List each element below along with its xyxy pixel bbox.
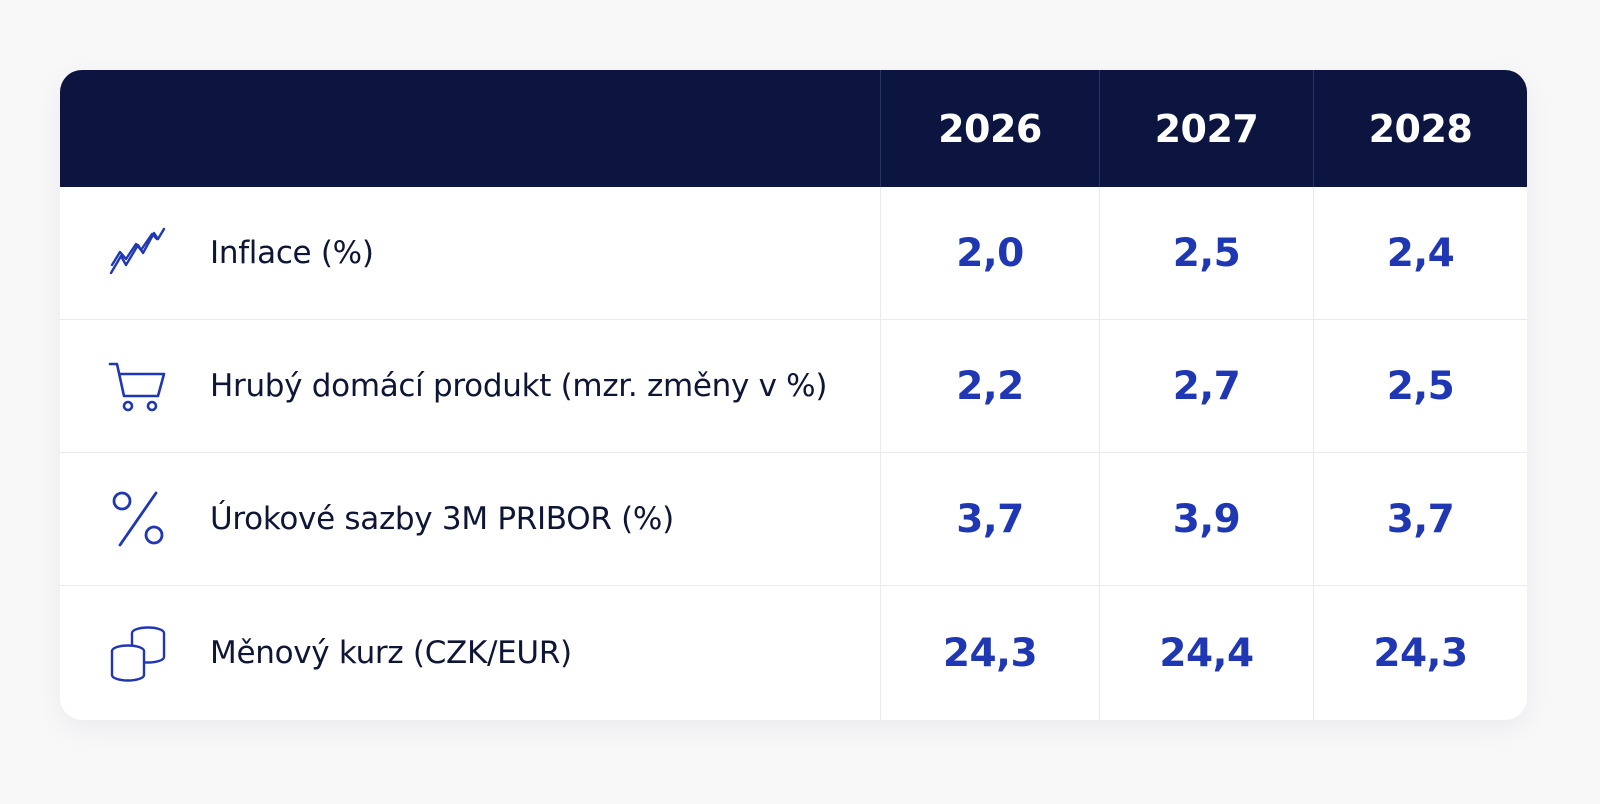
forecast-grid: 2026 2027 2028 Inflace (%) 2,0 2,5 2,4 [60, 70, 1527, 720]
trend-line-icon [108, 223, 168, 283]
header-year-2028: 2028 [1313, 70, 1527, 187]
row-label-exchange-rate: Měnový kurz (CZK/EUR) [60, 586, 880, 720]
row-label-interest-rates: Úrokové sazby 3M PRIBOR (%) [60, 453, 880, 586]
label-interest-rates: Úrokové sazby 3M PRIBOR (%) [210, 501, 674, 537]
value-exchange-2027: 24,4 [1099, 586, 1313, 720]
label-inflation: Inflace (%) [210, 235, 374, 271]
coins-stack-icon [108, 623, 168, 683]
value-inflation-2026: 2,0 [880, 187, 1099, 320]
value-gdp-2026: 2,2 [880, 320, 1099, 453]
header-corner [60, 70, 880, 187]
value-interest-2027: 3,9 [1099, 453, 1313, 586]
value-interest-2028: 3,7 [1313, 453, 1527, 586]
forecast-table: 2026 2027 2028 Inflace (%) 2,0 2,5 2,4 [60, 70, 1527, 720]
value-inflation-2028: 2,4 [1313, 187, 1527, 320]
row-label-gdp: Hrubý domácí produkt (mzr. změny v %) [60, 320, 880, 453]
row-label-inflation: Inflace (%) [60, 187, 880, 320]
value-gdp-2028: 2,5 [1313, 320, 1527, 453]
header-year-2027: 2027 [1099, 70, 1313, 187]
value-exchange-2028: 24,3 [1313, 586, 1527, 720]
shopping-cart-icon [108, 356, 168, 416]
value-interest-2026: 3,7 [880, 453, 1099, 586]
label-exchange-rate: Měnový kurz (CZK/EUR) [210, 635, 572, 671]
value-exchange-2026: 24,3 [880, 586, 1099, 720]
value-inflation-2027: 2,5 [1099, 187, 1313, 320]
header-year-2026: 2026 [880, 70, 1099, 187]
label-gdp: Hrubý domácí produkt (mzr. změny v %) [210, 368, 828, 404]
percent-icon [108, 489, 168, 549]
value-gdp-2027: 2,7 [1099, 320, 1313, 453]
